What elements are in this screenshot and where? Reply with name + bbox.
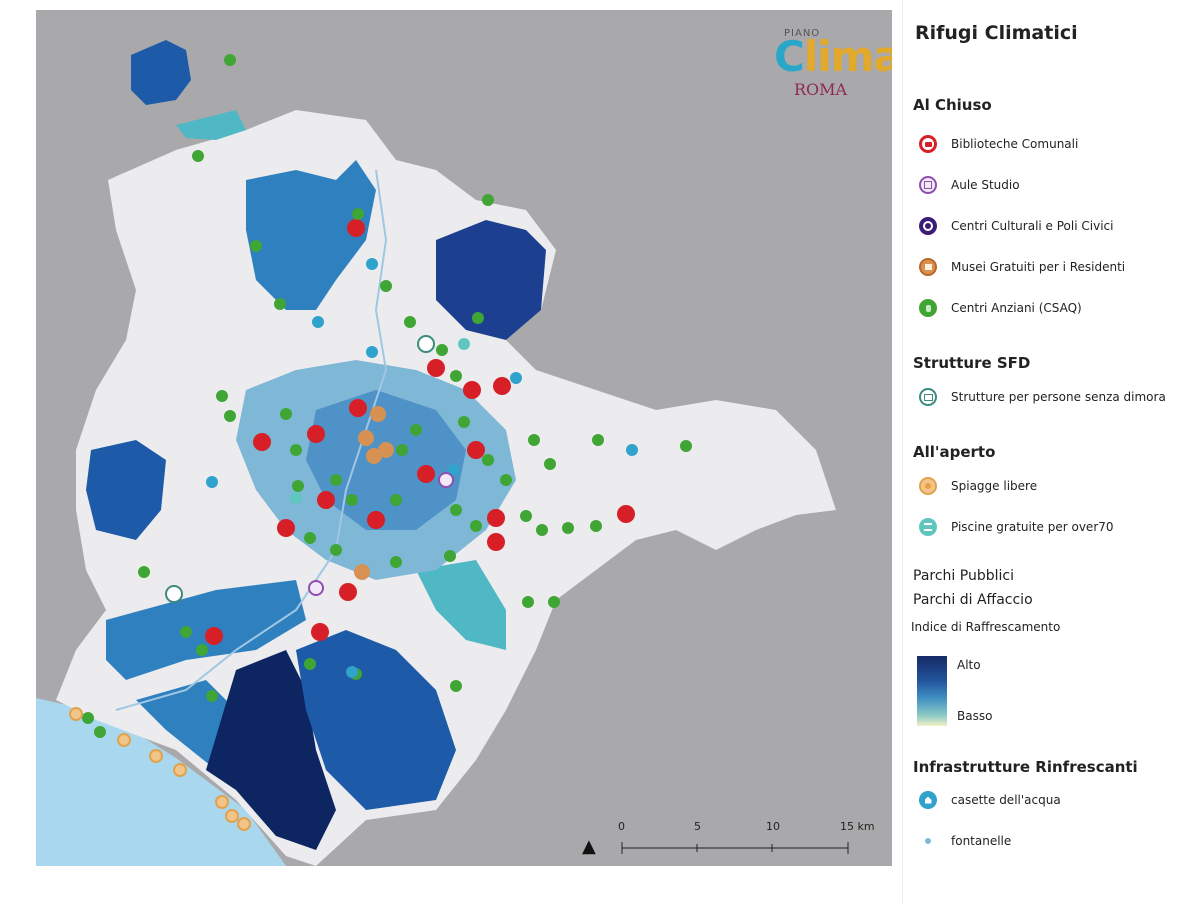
logo-main: Clima (774, 32, 892, 81)
legend-item-libraries: Biblioteche Comunali (919, 133, 1078, 155)
shelter-icon (919, 388, 937, 406)
shelter-markers (165, 335, 435, 603)
sea (36, 698, 286, 866)
park-north-teal (176, 110, 246, 140)
legend-item-water-houses: casette dell'acqua (919, 789, 1061, 811)
park-south-teal (416, 560, 506, 650)
legend-indoor-heading: Al Chiuso (913, 96, 992, 114)
legend-item-pools: Piscine gratuite per over70 (919, 516, 1114, 538)
piano-clima-roma-logo: PIANO Clima ROMA (756, 26, 892, 99)
park-south-west (106, 580, 306, 680)
gradient-low-label: Basso (957, 709, 993, 723)
legend-cooling-index-label: Indice di Raffrescamento (911, 620, 1061, 634)
cultural-center-icon (919, 217, 937, 235)
legend-parks-line1: Parchi Pubblici (913, 568, 1014, 584)
legend-sfd-heading: Strutture SFD (913, 354, 1031, 372)
park-north-west (131, 40, 191, 105)
logo-pre: PIANO (784, 28, 821, 39)
water-house-icon (919, 791, 937, 809)
museum-icon (919, 258, 937, 276)
beach-markers (69, 707, 251, 831)
scale-line (621, 842, 849, 854)
legend-item-cultural-centers: Centri Culturali e Poli Civici (919, 215, 1113, 237)
park-veio (246, 160, 376, 310)
legend-parks-line2: Parchi di Affaccio (913, 592, 1033, 608)
library-icon (919, 135, 937, 153)
pool-markers (290, 338, 470, 504)
legend-item-fountains: fontanelle (919, 830, 1011, 852)
scale-tick-label: 5 (694, 820, 701, 833)
park-north-east (436, 220, 546, 340)
legend-item-study-rooms: Aule Studio (919, 174, 1020, 196)
fountain-icon (925, 838, 931, 844)
scale-tick-label: 0 (618, 820, 625, 833)
logo-sub: ROMA (794, 80, 848, 99)
park-castel-fusano (206, 650, 336, 850)
pool-icon (919, 518, 937, 536)
legend-item-senior-centers: Centri Anziani (CSAQ) (919, 297, 1082, 319)
library-markers (205, 219, 635, 645)
north-arrow-icon: ▲ (582, 836, 596, 857)
water-house-markers (206, 258, 638, 678)
legend: Rifugi Climatici Al Chiuso Biblioteche C… (902, 0, 1200, 904)
study-room-icon (919, 176, 937, 194)
legend-item-museums: Musei Gratuiti per i Residenti (919, 256, 1125, 278)
park-south (296, 630, 456, 810)
scale-tick-label: 15 km (840, 820, 875, 833)
legend-infrastructure-heading: Infrastrutture Rinfrescanti (913, 758, 1138, 776)
tiber-river (115, 169, 388, 711)
legend-item-shelters: Strutture per persone senza dimora (919, 386, 1166, 408)
scale-bar: 0 5 10 15 km (576, 820, 876, 860)
legend-item-beaches: Spiagge libere (919, 475, 1037, 497)
museum-markers (354, 406, 394, 580)
beach-icon (919, 477, 937, 495)
rome-map[interactable] (36, 10, 892, 866)
map-panel[interactable]: PIANO Clima ROMA ▲ 0 5 10 15 km (36, 10, 892, 866)
cooling-index-gradient (917, 656, 947, 726)
legend-title: Rifugi Climatici (915, 22, 1078, 44)
gradient-high-label: Alto (957, 658, 981, 672)
park-west (86, 440, 166, 540)
senior-center-icon (919, 299, 937, 317)
study-room-markers (308, 472, 454, 596)
scale-tick-label: 10 (766, 820, 780, 833)
senior-center-markers (82, 54, 692, 738)
legend-outdoor-heading: All'aperto (913, 443, 996, 461)
